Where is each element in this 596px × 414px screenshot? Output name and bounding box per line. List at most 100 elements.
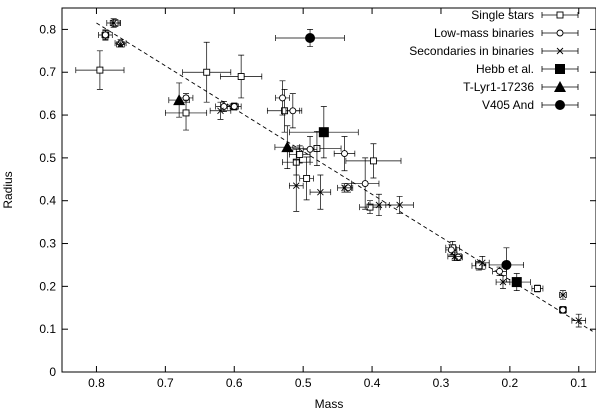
point-marker — [237, 73, 245, 80]
point-marker — [220, 103, 228, 110]
legend-label: T-Lyr1-17236 — [463, 80, 534, 94]
point-marker — [375, 201, 383, 209]
chart-marks — [75, 18, 593, 332]
point-marker — [230, 103, 238, 110]
data-point — [333, 136, 356, 172]
y-tick-label: 0 — [49, 365, 56, 379]
legend-marker — [556, 47, 564, 55]
data-point — [182, 41, 232, 103]
data-point — [75, 50, 125, 90]
data-point — [385, 196, 414, 214]
x-tick-label: 0.4 — [364, 376, 381, 390]
data-point — [215, 101, 233, 112]
point-marker — [182, 94, 190, 102]
point-marker — [203, 68, 211, 76]
legend-marker — [555, 100, 565, 110]
point-marker — [281, 141, 294, 153]
data-point — [359, 200, 381, 214]
point-marker — [559, 306, 567, 314]
point-marker — [182, 109, 190, 117]
point-marker — [447, 246, 455, 254]
point-marker — [341, 150, 348, 158]
legend-label: Low-mass binaries — [434, 26, 534, 40]
legend-entry-hebb-et-al: Hebb et al. — [476, 62, 579, 76]
data-point — [337, 183, 352, 193]
legend-marker — [556, 29, 564, 37]
plot-frame — [61, 7, 596, 373]
data-point — [106, 18, 121, 28]
legend-marker — [554, 81, 566, 92]
legend-marker — [556, 11, 564, 19]
data-point — [502, 273, 531, 291]
data-point — [531, 284, 544, 293]
point-marker — [303, 174, 311, 182]
series-t-lyr1-17236 — [168, 82, 301, 169]
point-marker — [318, 127, 329, 138]
point-marker — [296, 151, 304, 158]
point-marker — [559, 291, 567, 299]
point-marker — [305, 32, 316, 43]
point-marker — [366, 203, 374, 211]
data-point — [178, 93, 194, 103]
point-marker — [96, 66, 104, 74]
y-tick-label: 0.6 — [39, 108, 56, 122]
series-v405-and — [275, 29, 525, 283]
data-point — [168, 82, 190, 118]
data-point — [559, 306, 567, 314]
y-tick-label: 0.3 — [39, 237, 56, 251]
data-point — [299, 156, 314, 201]
point-marker — [451, 253, 459, 260]
point-marker — [501, 259, 512, 270]
point-marker — [306, 145, 314, 153]
y-tick-label: 0.8 — [39, 22, 56, 36]
data-point — [116, 41, 126, 48]
y-tick-label: 0.5 — [39, 151, 56, 165]
data-point — [302, 136, 318, 163]
point-marker — [478, 259, 486, 267]
y-tick-label: 0.2 — [39, 279, 56, 293]
point-marker — [575, 317, 583, 324]
point-marker — [533, 285, 541, 292]
legend-marker — [555, 64, 565, 74]
data-point — [220, 54, 263, 99]
legend: Single stars Low-mass binaries Secondaries… — [409, 8, 579, 112]
x-tick-label: 0.8 — [88, 376, 105, 390]
x-tick-label: 0.7 — [157, 376, 174, 390]
series-hebb-et-al — [289, 106, 531, 291]
point-marker — [279, 94, 286, 102]
series-secondaries-in-binaries — [106, 18, 587, 328]
point-marker — [496, 267, 503, 275]
point-marker — [101, 31, 109, 39]
data-point — [165, 95, 208, 131]
point-marker — [289, 107, 297, 115]
data-point — [275, 80, 290, 116]
point-marker — [292, 182, 300, 190]
point-marker — [361, 180, 369, 188]
data-point — [275, 29, 345, 47]
legend-entry-single-stars: Single stars — [471, 8, 579, 22]
data-point — [492, 266, 507, 276]
point-marker — [317, 188, 324, 196]
point-marker — [110, 19, 117, 27]
point-marker — [341, 184, 348, 192]
data-point — [289, 106, 359, 159]
point-marker — [117, 41, 124, 48]
data-point — [471, 261, 487, 271]
x-tick-label: 0.5 — [295, 376, 312, 390]
data-point — [98, 30, 113, 40]
legend-entry-v405-and: V405 And — [482, 98, 579, 112]
point-marker — [369, 157, 377, 165]
y-tick-label: 0.4 — [39, 194, 56, 208]
data-point — [309, 174, 332, 210]
legend-label: V405 And — [482, 98, 534, 112]
axis-ticks: 0.8 0.7 0.6 0.5 0.4 0.3 0.2 0.1 0 0.1 0.2 0.3 0.4 0.5… — [39, 8, 596, 390]
data-point — [559, 290, 567, 300]
data-point — [488, 247, 525, 283]
x-tick-label: 0.3 — [433, 376, 450, 390]
data-point — [227, 102, 242, 111]
data-point — [351, 157, 380, 210]
x-tick-label: 0.6 — [226, 376, 243, 390]
x-tick-label: 0.1 — [570, 376, 587, 390]
data-point — [266, 89, 303, 133]
